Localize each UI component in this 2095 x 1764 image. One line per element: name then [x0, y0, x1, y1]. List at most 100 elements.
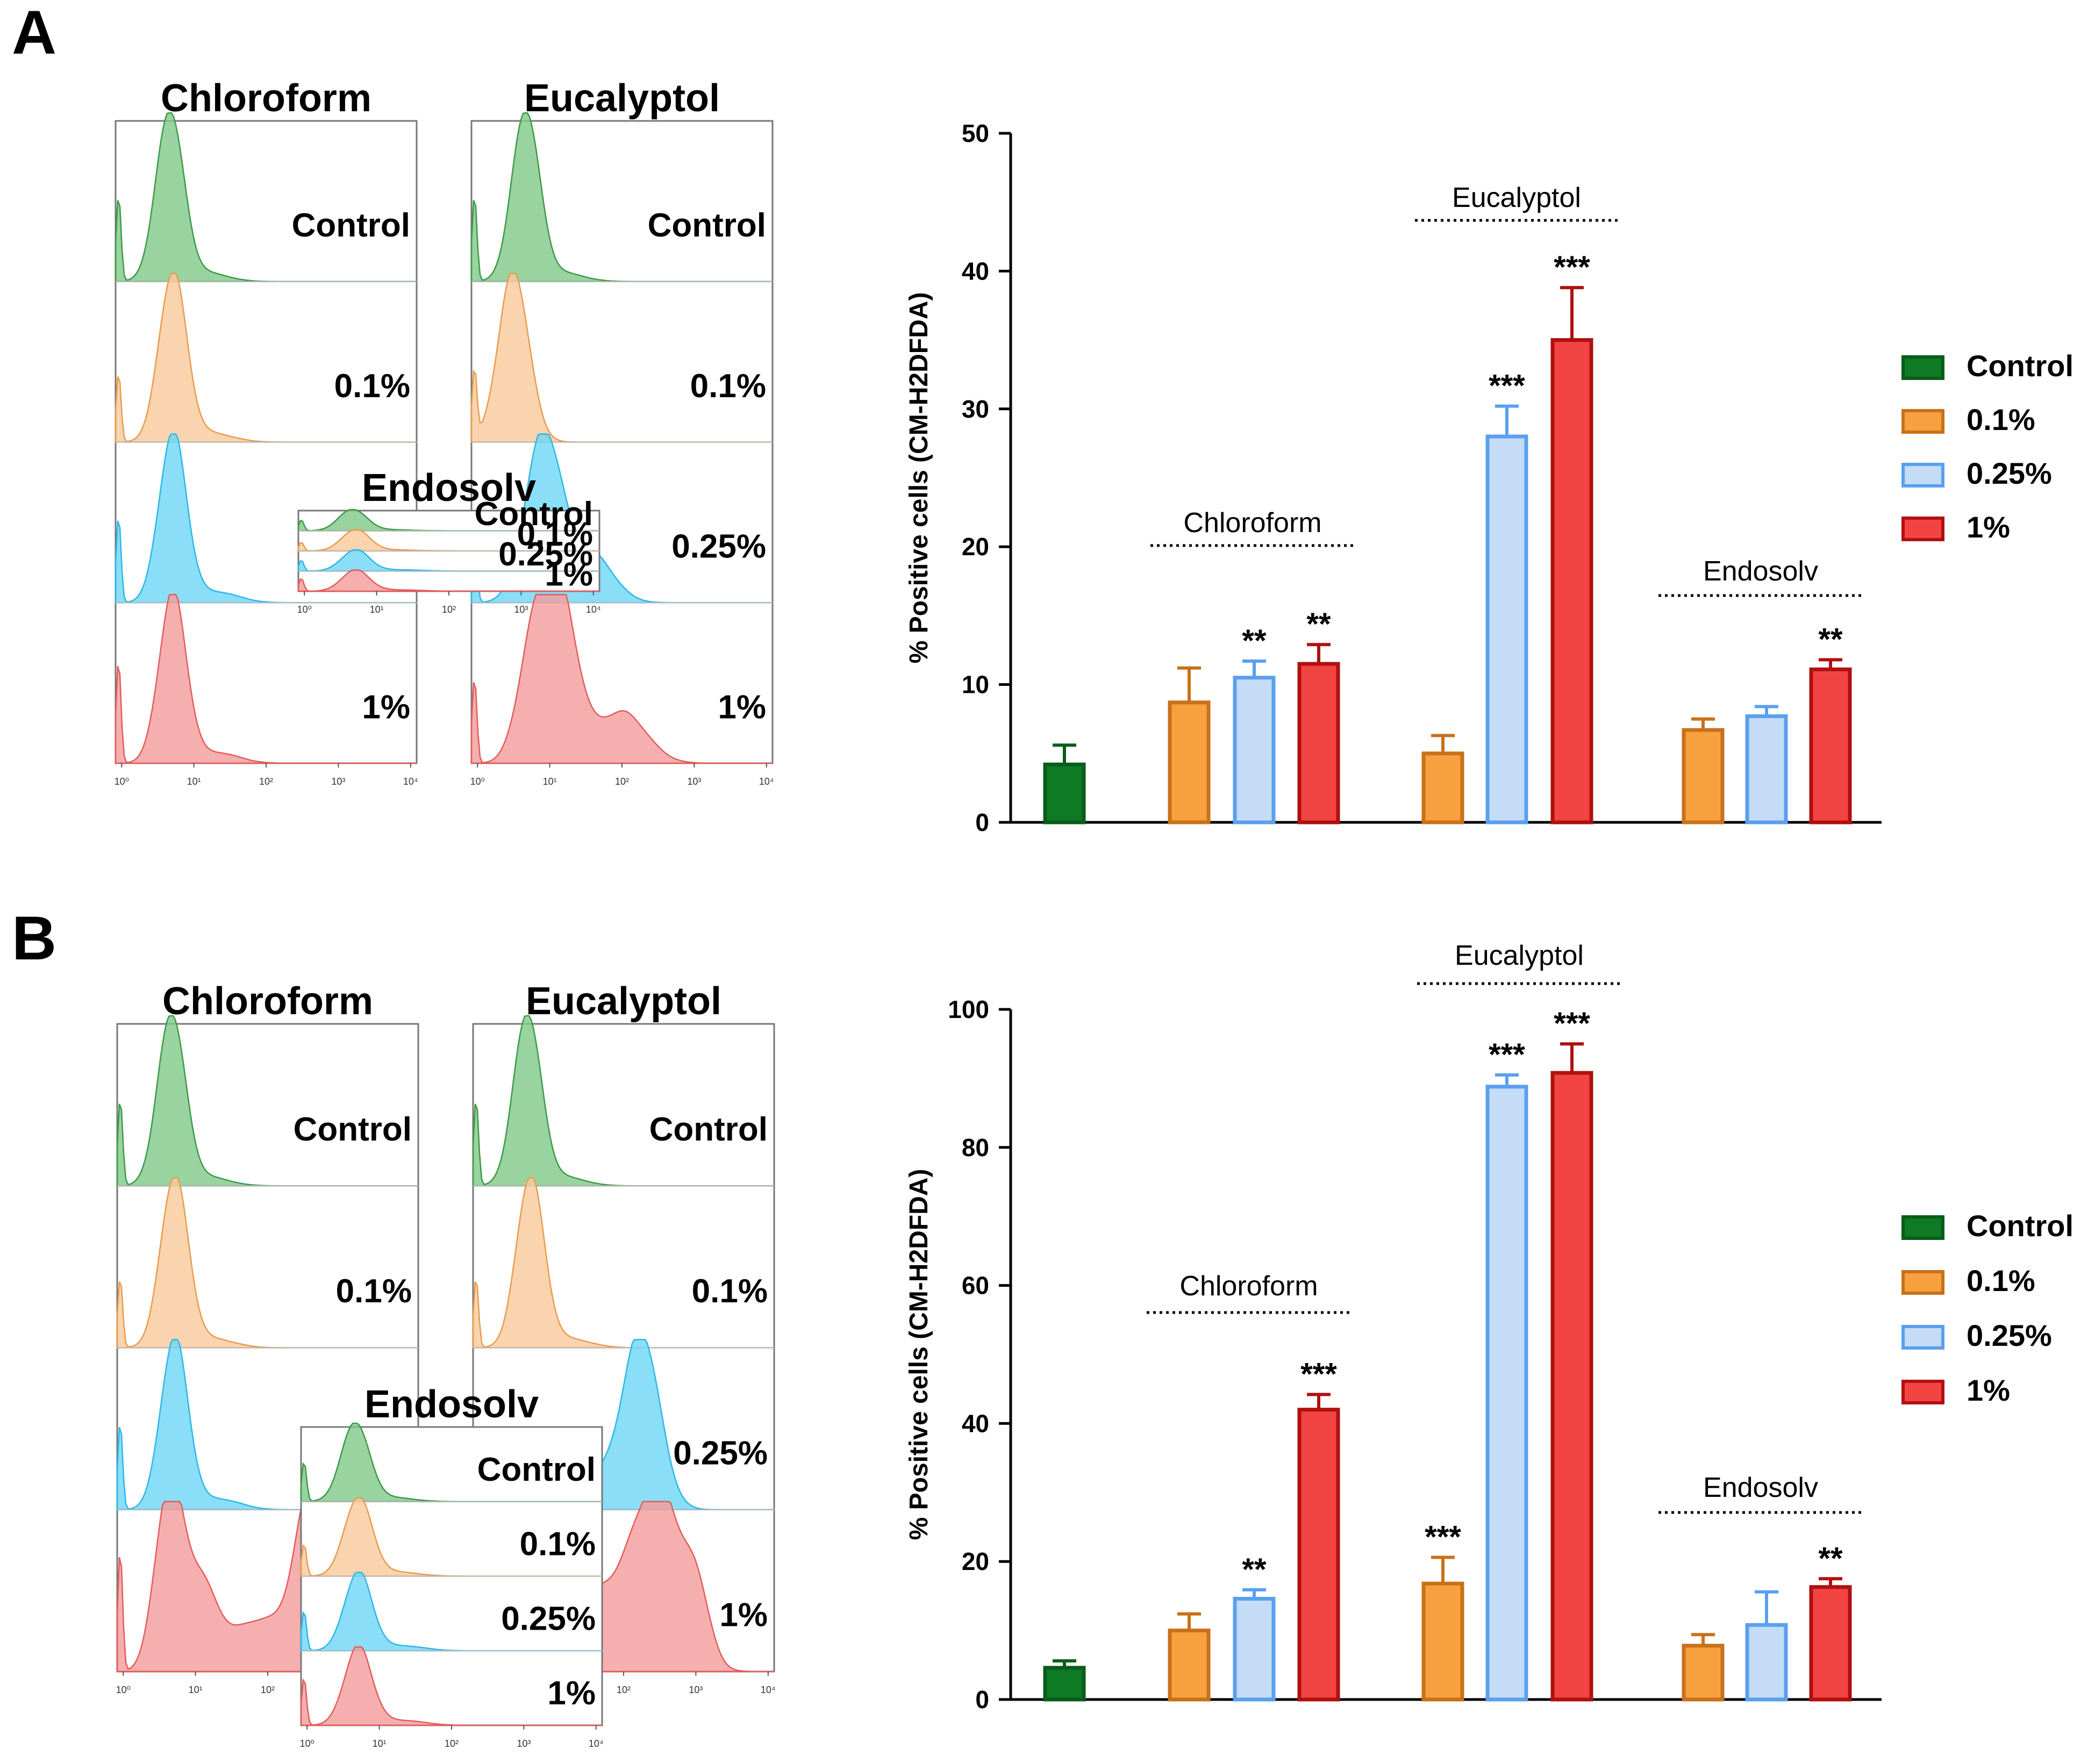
- bar: [1682, 1644, 1725, 1702]
- histogram-title: Endosolv: [364, 1383, 539, 1426]
- y-tick-label: 0: [975, 808, 989, 836]
- histogram-sample-label: Control: [649, 1111, 768, 1148]
- histogram-tick-label: 10²: [445, 1738, 459, 1749]
- group-label: Eucalyptol: [1452, 182, 1581, 213]
- bar: [1421, 1581, 1464, 1702]
- bar: [1809, 1585, 1852, 1702]
- legend-swatch: [1901, 1270, 1944, 1295]
- histogram-tick-label: 10⁴: [759, 776, 774, 787]
- histogram-tick-label: 10²: [615, 776, 629, 787]
- y-tick-label: 40: [962, 1409, 989, 1437]
- histogram-sample-label: 1%: [545, 556, 593, 593]
- histogram-sample-label: 0.25%: [673, 1435, 768, 1472]
- legend-swatch: [1901, 355, 1944, 380]
- histogram-sample-label: 1%: [719, 1597, 768, 1634]
- bar: [1421, 751, 1464, 824]
- y-tick-label: 20: [962, 533, 989, 561]
- histogram-tick-label: 10⁴: [761, 1684, 776, 1695]
- panel-letter: A: [12, 0, 56, 67]
- histogram-sample-label: 0.1%: [520, 1526, 596, 1563]
- significance-label: ***: [1489, 369, 1525, 404]
- histogram-sample-label: 0.25%: [671, 528, 766, 565]
- significance-label: **: [1306, 607, 1331, 642]
- histogram-tick-label: 10³: [687, 776, 701, 787]
- y-tick-label: 60: [962, 1272, 989, 1300]
- histogram-tick-label: 10⁴: [586, 604, 601, 615]
- legend-label: 1%: [1967, 510, 2010, 544]
- histogram-sample-label: 0.1%: [690, 368, 766, 405]
- histogram-sample-label: Control: [294, 1111, 412, 1148]
- legend-label: Control: [1967, 349, 2073, 383]
- bar: [1043, 762, 1086, 824]
- histogram-title: Eucalyptol: [526, 980, 721, 1023]
- histogram-sample-label: Control: [292, 207, 410, 244]
- bar: [1550, 1071, 1593, 1702]
- histogram-tick-label: 10¹: [370, 604, 384, 615]
- bar: [1809, 667, 1852, 824]
- legend-label: 1%: [1967, 1373, 2010, 1407]
- group-label: Endosolv: [1703, 1472, 1818, 1503]
- histogram-tick-label: 10⁰: [297, 604, 312, 615]
- histogram-sample-label: 0.25%: [498, 536, 593, 573]
- histogram-sample-label: 0.25%: [501, 1600, 596, 1637]
- bar-chart-B: 0 20 40 60 80 100 % Positive cells (CM-H2DFDA)…: [905, 940, 2073, 1713]
- histogram-tick-label: 10¹: [543, 776, 557, 787]
- y-axis-label: % Positive cells (CM-H2DFDA): [905, 292, 933, 664]
- significance-label: ***: [1554, 1006, 1590, 1041]
- bar: [1233, 676, 1276, 824]
- legend-label: 0.1%: [1967, 403, 2035, 436]
- histogram-sample-label: Control: [648, 207, 766, 244]
- histogram-eucalyptol: EucalyptolControl0.1%0.25%1%10⁰10¹10²10³…: [472, 980, 776, 1695]
- y-tick-label: 100: [948, 995, 989, 1023]
- bar-chart-A: 0 10 20 30 40 50 % Positive cells (CM-H2DFDA) *…: [905, 119, 2073, 836]
- legend-swatch: [1901, 463, 1944, 487]
- histogram-tick-label: 10⁰: [470, 776, 485, 787]
- histogram-sample-label: 0.1%: [692, 1273, 768, 1310]
- significance-label: ***: [1554, 250, 1590, 285]
- histogram-sample-label: 1%: [718, 689, 766, 726]
- y-tick-label: 80: [962, 1134, 989, 1161]
- significance-label: ***: [1489, 1037, 1525, 1072]
- histogram-tick-label: 10²: [261, 1684, 275, 1695]
- histogram-tick-label: 10³: [517, 1738, 531, 1749]
- y-tick-label: 10: [962, 671, 989, 699]
- histogram-trace: [115, 594, 417, 764]
- legend-swatch: [1901, 409, 1944, 434]
- histogram-sample-label: 1%: [362, 689, 410, 726]
- bar: [1485, 1085, 1528, 1702]
- y-axis-label: % Positive cells (CM-H2DFDA): [905, 1169, 933, 1540]
- histogram-sample-label: 0.1%: [336, 1273, 412, 1310]
- bar: [1485, 434, 1528, 824]
- histogram-tick-label: 10³: [331, 776, 345, 787]
- group-label: Chloroform: [1179, 1271, 1318, 1302]
- significance-label: **: [1242, 623, 1267, 658]
- significance-label: **: [1818, 1541, 1843, 1576]
- bar: [1297, 1408, 1340, 1702]
- panel-letter: B: [12, 904, 56, 973]
- histogram-trace: [300, 1646, 602, 1726]
- legend-label: Control: [1967, 1209, 2073, 1243]
- legend-swatch: [1901, 1380, 1944, 1404]
- histogram-tick-label: 10²: [442, 604, 456, 615]
- group-label: Eucalyptol: [1455, 940, 1584, 971]
- histogram-sample-label: 0.1%: [517, 516, 593, 553]
- histogram-tick-label: 10⁰: [115, 776, 129, 787]
- bar: [1043, 1666, 1086, 1702]
- bar: [1682, 728, 1725, 824]
- legend-label: 0.1%: [1967, 1264, 2035, 1297]
- histogram-sample-label: Control: [477, 1451, 596, 1488]
- bar: [1168, 1629, 1211, 1702]
- histogram-title: Chloroform: [162, 980, 373, 1023]
- histogram-tick-label: 10³: [514, 604, 528, 615]
- histogram-tick-label: 10⁰: [116, 1684, 131, 1695]
- histogram-chloroform: ChloroformControl0.1%0.25%1%10⁰10¹10²10³…: [115, 77, 418, 787]
- histogram-title: Chloroform: [161, 77, 371, 120]
- histogram-title: Endosolv: [362, 467, 536, 510]
- histogram-title: Eucalyptol: [524, 77, 720, 120]
- histogram-tick-label: 10¹: [187, 776, 201, 787]
- histogram-tick-label: 10²: [259, 776, 273, 787]
- histogram-tick-label: 10³: [689, 1684, 703, 1695]
- bar: [1233, 1597, 1276, 1702]
